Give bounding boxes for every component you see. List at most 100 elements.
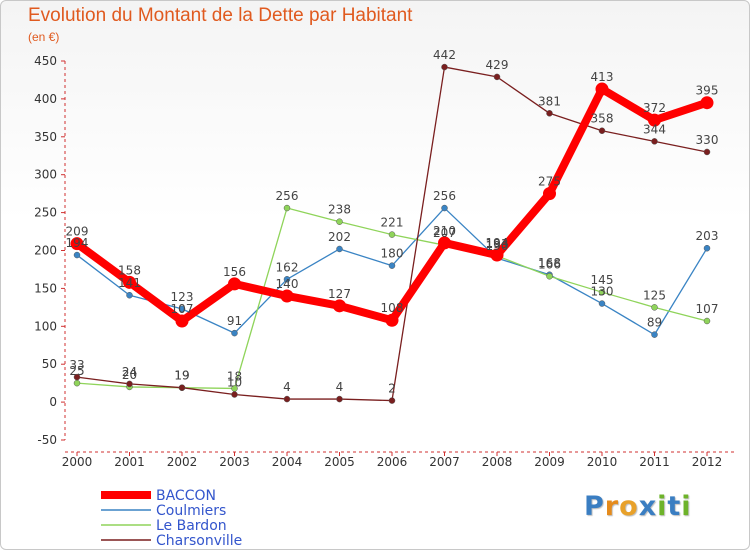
- x-tick-label: 2009: [534, 455, 565, 469]
- data-label: 140: [276, 277, 299, 291]
- logo-letter: i: [657, 491, 668, 522]
- data-point: [598, 288, 606, 296]
- data-point: [388, 262, 396, 269]
- data-point: [126, 291, 133, 299]
- data-point: [703, 148, 711, 156]
- y-tick-label: 450: [34, 54, 57, 68]
- data-label: 127: [328, 287, 351, 301]
- data-label: 372: [643, 101, 666, 115]
- data-label: 10: [227, 376, 242, 390]
- data-label: 256: [276, 189, 299, 203]
- x-tick-label: 2004: [272, 455, 303, 469]
- data-label: 209: [66, 225, 89, 239]
- x-tick-label: 2007: [429, 455, 460, 469]
- data-point: [598, 300, 606, 307]
- x-tick-label: 2005: [324, 455, 355, 469]
- data-point: [336, 218, 343, 225]
- data-label: 207: [433, 226, 456, 240]
- data-point: [283, 204, 291, 212]
- y-tick-label: 100: [34, 319, 57, 333]
- logo-letter: r: [604, 491, 620, 522]
- x-tick-label: 2002: [167, 455, 198, 469]
- data-label: 107: [696, 302, 719, 316]
- data-label: 125: [643, 288, 666, 302]
- data-label: 4: [336, 380, 344, 394]
- data-point: [228, 277, 241, 291]
- y-tick-label: 150: [34, 281, 57, 295]
- data-label: 166: [538, 257, 561, 271]
- legend-label: Le Bardon: [156, 518, 227, 534]
- y-tick-label: -50: [37, 433, 57, 447]
- data-label: 18: [227, 369, 242, 383]
- data-point: [543, 187, 556, 201]
- data-label: 2: [388, 382, 396, 396]
- data-point: [703, 317, 711, 325]
- data-label: 19: [174, 369, 189, 383]
- data-label: 330: [696, 133, 719, 147]
- data-point: [336, 245, 343, 253]
- data-point: [388, 397, 396, 404]
- data-label: 141: [118, 276, 141, 290]
- x-tick-label: 2001: [114, 455, 145, 469]
- data-point: [126, 380, 133, 388]
- data-point: [493, 73, 501, 81]
- x-tick-label: 2000: [62, 455, 93, 469]
- data-point: [388, 231, 396, 238]
- data-point: [441, 204, 448, 212]
- data-point: [283, 276, 291, 283]
- data-label: 194: [486, 236, 509, 250]
- data-point: [231, 329, 238, 337]
- data-label: 358: [591, 112, 614, 126]
- data-label: 24: [122, 365, 137, 379]
- data-point: [231, 391, 238, 398]
- data-label: 275: [538, 175, 561, 189]
- data-label: 395: [696, 84, 719, 98]
- data-point: [441, 63, 448, 71]
- data-label: 190: [486, 239, 509, 253]
- data-label: 130: [591, 285, 614, 299]
- y-tick-label: 300: [34, 168, 57, 182]
- data-point: [595, 82, 609, 96]
- x-tick-label: 2010: [587, 455, 618, 469]
- data-point: [651, 331, 658, 338]
- data-label: 221: [381, 216, 404, 230]
- logo-letter: i: [681, 491, 692, 522]
- data-point: [70, 237, 84, 251]
- logo-letter: x: [638, 491, 658, 522]
- data-label: 193: [486, 237, 509, 251]
- data-point: [175, 314, 189, 328]
- data-label: 203: [696, 229, 719, 243]
- data-point: [280, 289, 294, 303]
- data-point: [700, 96, 714, 110]
- y-tick-label: 350: [34, 130, 57, 144]
- data-point: [73, 379, 81, 387]
- data-point: [703, 244, 711, 252]
- data-label: 162: [276, 260, 299, 274]
- data-label: 256: [433, 189, 456, 203]
- data-label: 168: [538, 256, 561, 270]
- data-label: 413: [591, 70, 614, 84]
- data-label: 158: [118, 263, 141, 277]
- data-label: 145: [591, 273, 614, 287]
- x-tick-label: 2008: [482, 455, 513, 469]
- data-point: [385, 313, 399, 327]
- legend-label: Charsonville: [156, 533, 242, 549]
- data-label: 91: [227, 314, 242, 328]
- x-tick-label: 2006: [377, 455, 408, 469]
- data-label: 25: [69, 364, 84, 378]
- data-point: [123, 275, 136, 289]
- y-tick-label: 400: [34, 92, 57, 106]
- legend-label: Coulmiers: [156, 503, 226, 519]
- logo-letter: P: [584, 491, 605, 522]
- data-label: 20: [122, 368, 137, 382]
- y-tick-label: 0: [49, 395, 57, 409]
- data-labels: 2091581071561401271082101942754133723951…: [66, 48, 719, 396]
- logo-letter: o: [619, 491, 639, 522]
- data-point: [336, 395, 343, 403]
- data-label: 429: [486, 58, 509, 72]
- data-label: 19: [174, 369, 189, 383]
- data-label: 194: [66, 236, 89, 250]
- data-point: [283, 395, 291, 403]
- chart-title: Evolution du Montant de la Dette par Hab…: [28, 5, 413, 26]
